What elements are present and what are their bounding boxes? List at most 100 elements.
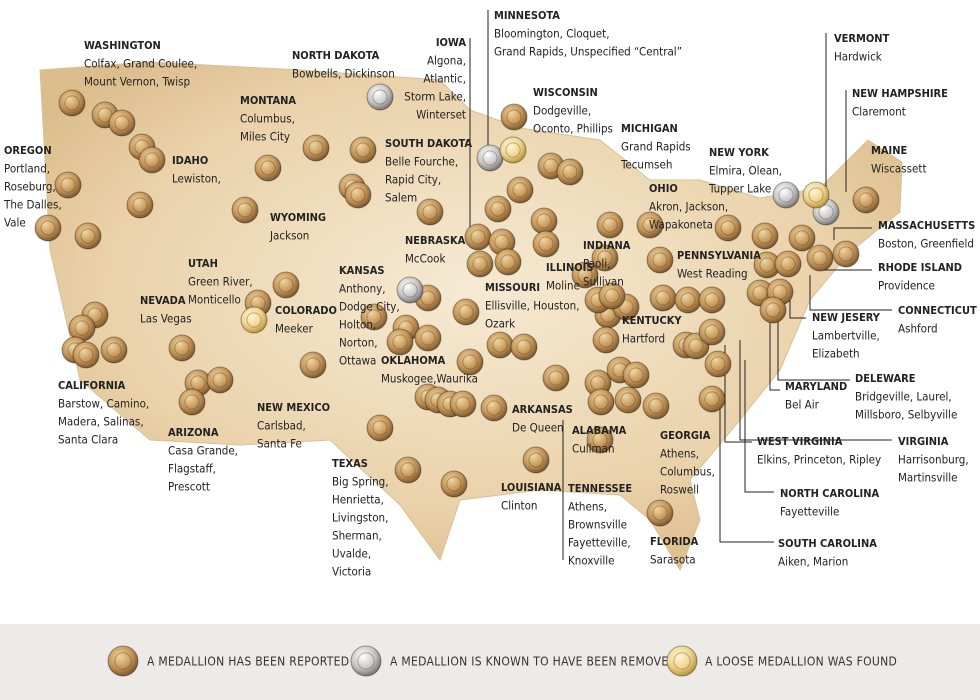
medallion-face	[510, 333, 538, 361]
medallion-face	[350, 645, 382, 677]
place-names: Meeker	[275, 322, 314, 336]
place-names: The Dalles,	[3, 198, 62, 212]
medallion-ring	[704, 391, 720, 407]
medallion-face	[806, 244, 834, 272]
place-names: Carlsbad,	[257, 419, 306, 433]
medallion-face	[299, 351, 327, 379]
medallion-ring	[486, 400, 502, 416]
place-names: Elmira, Olean,	[709, 164, 782, 178]
medallion-gold	[499, 136, 527, 164]
medallion-ring	[628, 367, 644, 383]
medallion-ring	[40, 220, 56, 236]
place-names: Brownsville	[568, 518, 627, 532]
place-names: McCook	[405, 252, 446, 266]
medallion-face	[532, 230, 560, 258]
place-names: Lambertville,	[812, 329, 880, 343]
place-names: Casa Grande,	[168, 444, 238, 458]
medallion-face	[254, 154, 282, 182]
state-name: GEORGIA	[660, 429, 711, 442]
medallion-face	[852, 186, 880, 214]
medallion-face	[571, 261, 599, 289]
place-names: Clinton	[501, 499, 537, 513]
medallion-ring	[184, 394, 200, 410]
state-name: KENTUCKY	[622, 314, 682, 327]
place-names: Madera, Salinas,	[58, 415, 144, 429]
medallion-gold	[666, 645, 698, 677]
medallion-bronze	[416, 198, 444, 226]
medallion-ring	[710, 356, 726, 372]
medallion-bronze	[698, 286, 726, 314]
place-names: Holton,	[339, 318, 376, 332]
medallion-bronze	[34, 214, 62, 242]
place-names: Boston, Greenfield	[878, 237, 974, 251]
place-names: Algona,	[427, 54, 466, 68]
place-names: Sullivan	[583, 275, 624, 289]
state-name: CONNECTICUT	[898, 304, 977, 317]
place-names: Ozark	[485, 317, 515, 331]
medallion-ring	[642, 217, 658, 233]
state-name: OREGON	[4, 144, 52, 157]
medallion-ring	[366, 309, 382, 325]
place-names: Knoxville	[568, 554, 615, 568]
medallion-ring	[720, 220, 736, 236]
state-name: LOUISIANA	[501, 481, 562, 494]
state-name: VERMONT	[834, 32, 890, 45]
state-name: NEW YORK	[709, 146, 769, 159]
place-names: Columbus,	[660, 465, 715, 479]
medallion-ring	[355, 142, 371, 158]
place-names: Hartford	[622, 332, 665, 346]
medallion-bronze	[126, 191, 154, 219]
medallion-bronze	[592, 326, 620, 354]
medallion-face	[646, 499, 674, 527]
medallion-ring	[778, 187, 794, 203]
medallion-face	[636, 211, 664, 239]
medallion-face	[772, 181, 800, 209]
state-name: MISSOURI	[485, 281, 540, 294]
medallion-face	[452, 298, 480, 326]
medallion-face	[366, 414, 394, 442]
state-name: NEW HAMPSHIRE	[852, 87, 948, 100]
medallion-bronze	[484, 195, 512, 223]
medallion-bronze	[480, 394, 508, 422]
state-name: ARIZONA	[168, 426, 219, 439]
place-names: Livingston,	[332, 511, 388, 525]
medallion-ring	[87, 307, 103, 323]
medallion-ring	[350, 187, 366, 203]
medallion-bronze	[532, 230, 560, 258]
medallion-face	[499, 136, 527, 164]
medallion-bronze	[108, 109, 136, 137]
medallion-ring	[604, 288, 620, 304]
medallion-bronze	[832, 240, 860, 268]
place-names: Salem	[385, 191, 417, 205]
medallion-bronze	[394, 456, 422, 484]
medallion-face	[480, 394, 508, 422]
medallion-face	[366, 83, 394, 111]
medallion-bronze	[178, 388, 206, 416]
place-names: Bridgeville, Laurel,	[855, 390, 952, 404]
state-name: DELEWARE	[855, 372, 916, 385]
medallion-ring	[704, 292, 720, 308]
medallion-ring	[260, 160, 276, 176]
medallion-ring	[470, 229, 486, 245]
medallion-ring	[402, 282, 418, 298]
state-name: KANSAS	[339, 264, 385, 277]
medallion-bronze	[759, 296, 787, 324]
medallion-ring	[400, 462, 416, 478]
medallion-bronze	[806, 244, 834, 272]
place-names: Anthony,	[339, 282, 386, 296]
state-name: NEW MEXICO	[257, 401, 330, 414]
place-names: Sherman,	[332, 529, 382, 543]
medallion-bronze	[68, 314, 96, 342]
state-name: VIRGINIA	[898, 435, 949, 448]
legend: A MEDALLION HAS BEEN REPORTED A MEDALLION…	[107, 645, 897, 677]
medallion-ring	[422, 204, 438, 220]
medallion-ring	[602, 217, 618, 233]
medallion-face	[74, 222, 102, 250]
medallion-face	[556, 158, 584, 186]
place-names: Providence	[878, 279, 935, 293]
medallion-ring	[80, 228, 96, 244]
medallion-ring	[132, 197, 148, 213]
place-names: Tecumseh	[620, 158, 672, 172]
medallion-ring	[838, 246, 854, 262]
medallion-face	[587, 388, 615, 416]
